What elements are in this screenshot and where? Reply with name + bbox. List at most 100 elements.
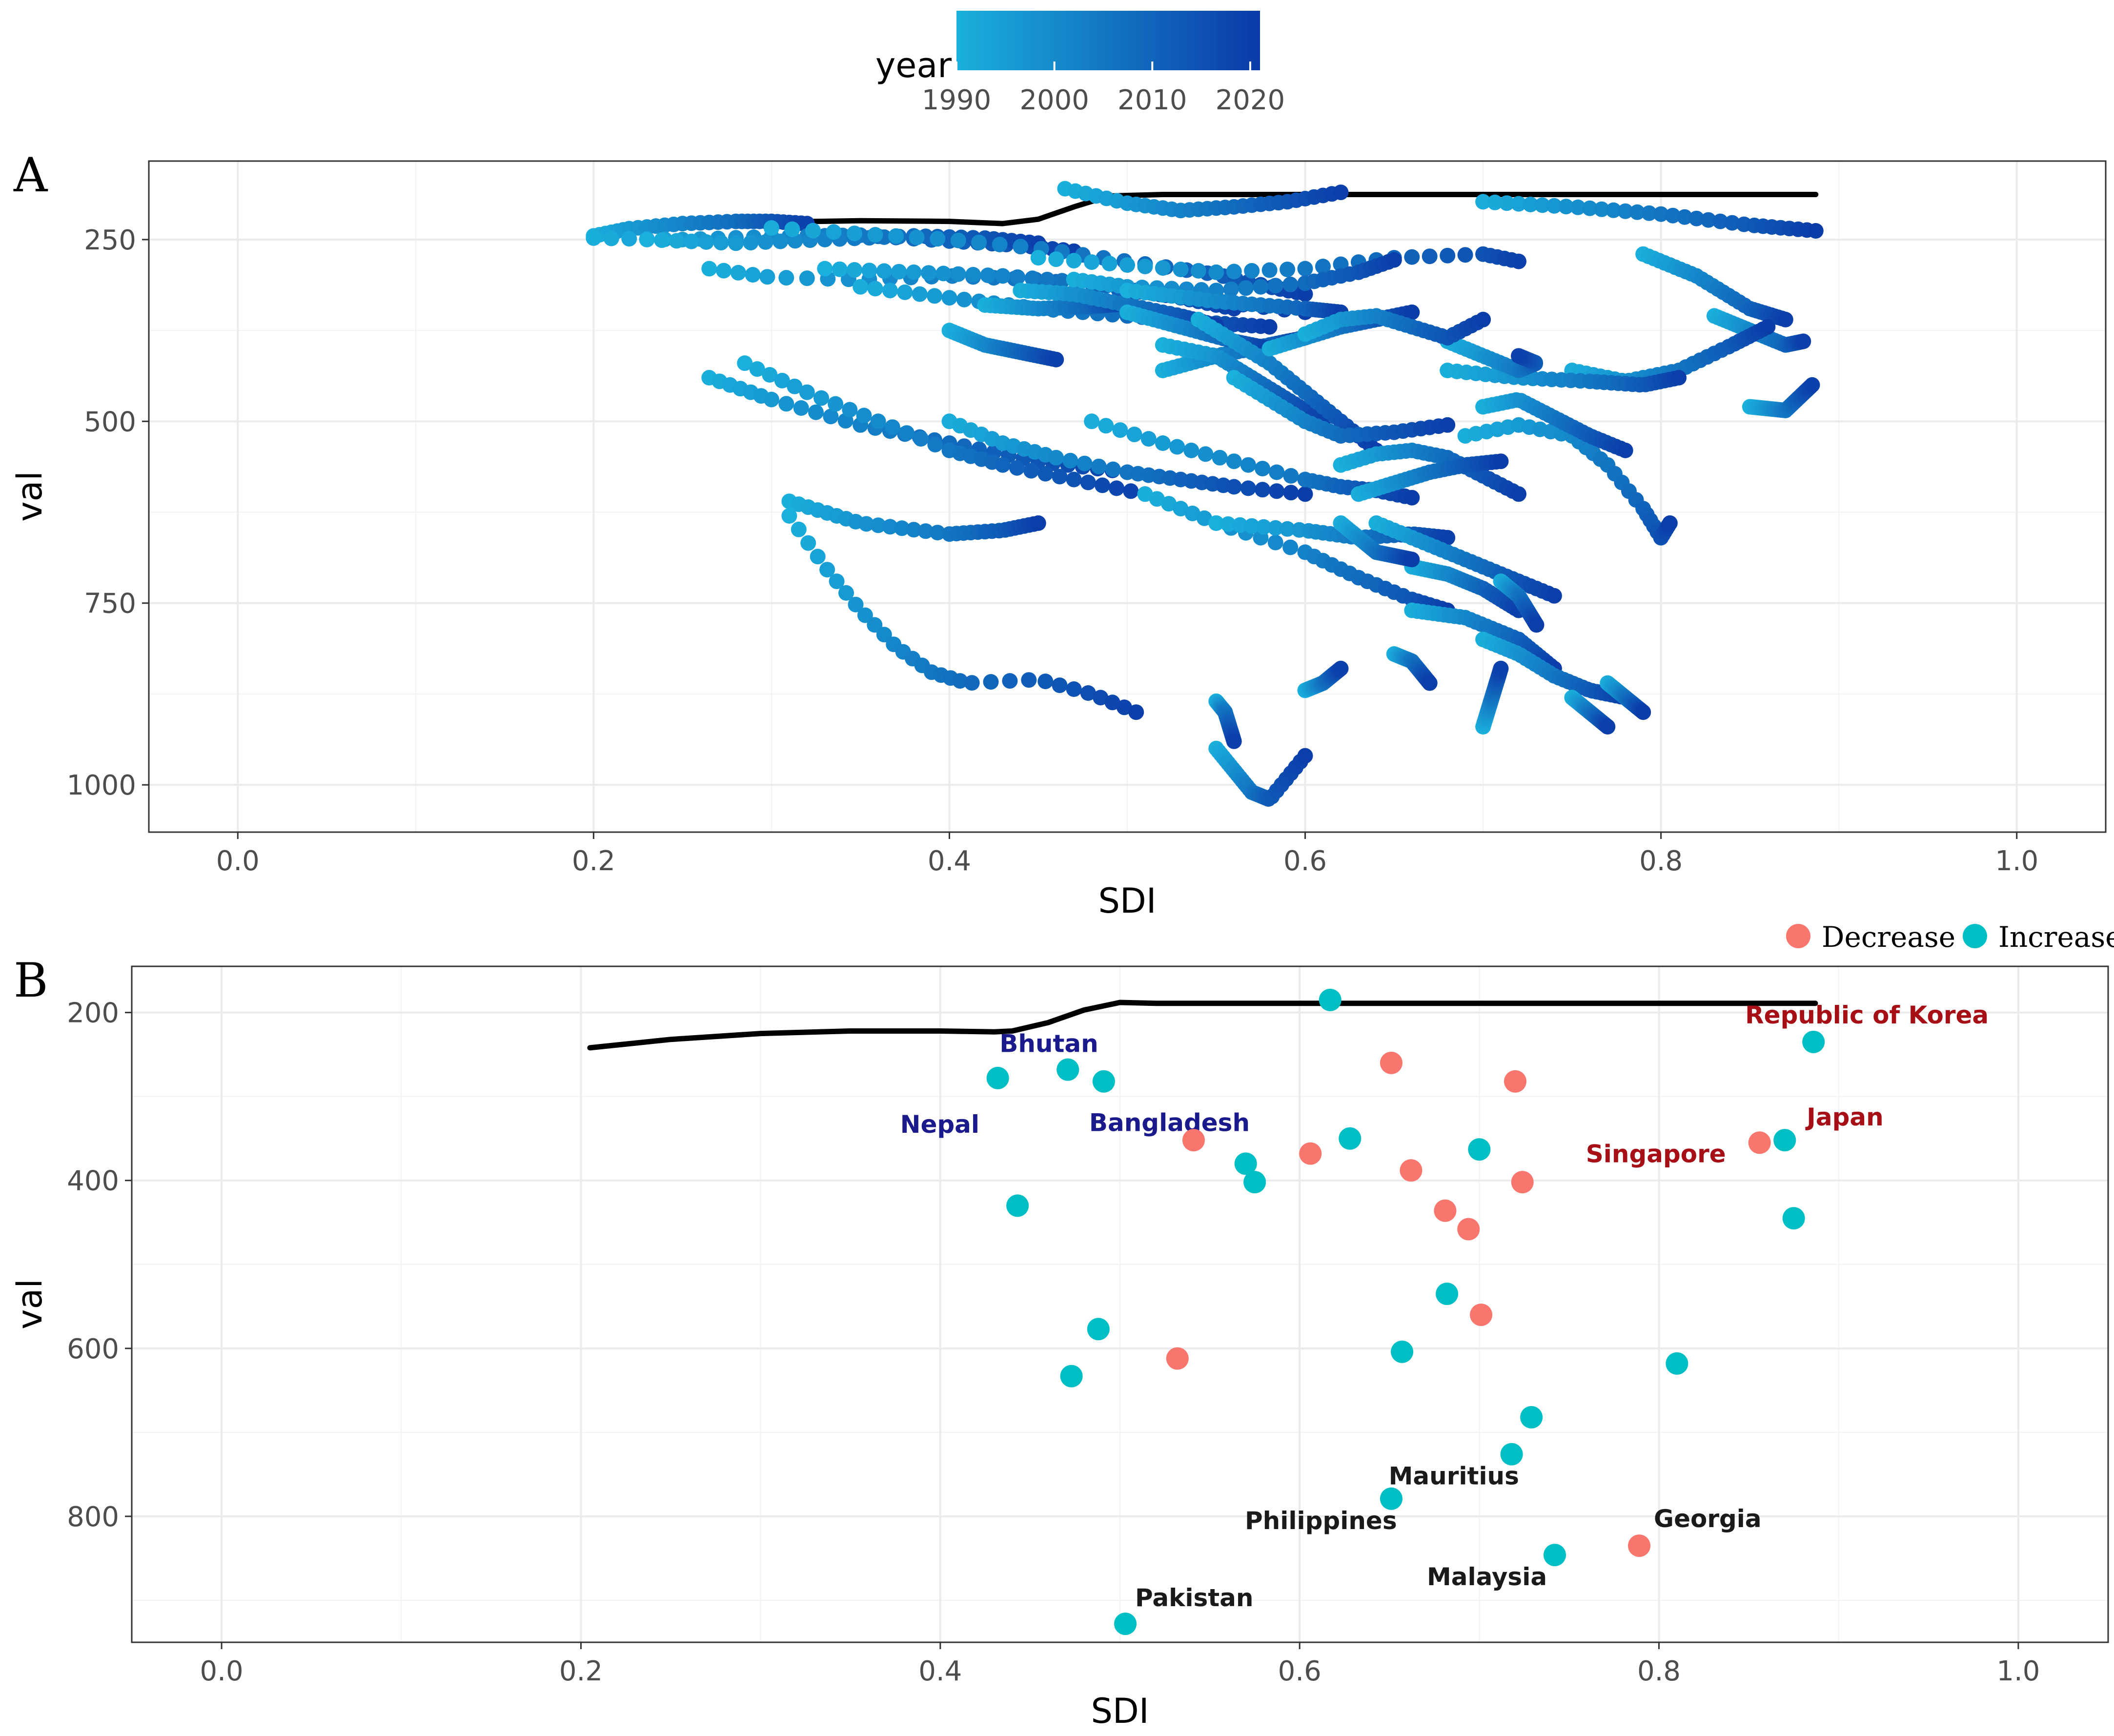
year-point	[1155, 260, 1171, 276]
year-point	[1635, 704, 1651, 720]
trajectory	[1057, 181, 1349, 219]
year-point	[1511, 486, 1526, 502]
trajectory	[1119, 283, 1349, 320]
x-tick-label: 1.0	[1995, 845, 2038, 877]
year-point	[856, 408, 872, 424]
year-point	[1677, 209, 1693, 225]
x-tick-label: 0.8	[1639, 845, 1683, 877]
country-point	[1802, 1030, 1825, 1053]
country-point	[1319, 988, 1342, 1011]
year-point	[917, 523, 934, 539]
country-label: Bangladesh	[1089, 1109, 1250, 1137]
country-point	[1087, 1318, 1110, 1341]
year-point	[1606, 202, 1622, 218]
year-point	[1128, 704, 1144, 720]
legend-label-increase: Increase	[1998, 920, 2114, 954]
year-tick-label: 2010	[1118, 84, 1187, 116]
panel-b-x-title: SDI	[1091, 1691, 1149, 1731]
year-point	[1528, 617, 1545, 633]
year-point	[1184, 506, 1200, 521]
year-point	[1066, 471, 1082, 488]
year-point	[1149, 491, 1165, 507]
year-point	[808, 404, 824, 420]
year-point	[1283, 485, 1299, 501]
panel-b-border	[131, 965, 2109, 1643]
year-point	[847, 225, 862, 242]
year-point	[1255, 461, 1271, 477]
year-point	[1724, 215, 1740, 231]
year-point	[888, 228, 904, 244]
year-point	[956, 291, 972, 307]
year-point	[1123, 483, 1139, 499]
trajectory	[1208, 693, 1242, 749]
country-point	[1470, 1304, 1493, 1327]
country-point	[1006, 1194, 1029, 1217]
year-point	[1333, 660, 1349, 676]
year-point	[1457, 247, 1473, 263]
year-point	[1244, 263, 1260, 279]
country-label: Malaysia	[1427, 1563, 1547, 1591]
year-point	[1280, 262, 1296, 277]
year-point	[1066, 253, 1082, 269]
country-point	[1243, 1171, 1266, 1194]
year-point	[1039, 271, 1055, 287]
x-tick-label: 0.6	[1283, 845, 1327, 877]
year-point	[1208, 515, 1224, 531]
year-point	[1155, 435, 1171, 451]
trajectory	[781, 508, 1144, 720]
year-point	[1267, 520, 1283, 536]
trajectory	[1475, 194, 1824, 239]
year-point	[730, 265, 746, 281]
year-point	[1261, 319, 1278, 335]
year-tick-label: 2000	[1019, 84, 1089, 116]
year-point	[1523, 197, 1539, 212]
year-point	[1238, 280, 1254, 296]
year-point	[1404, 304, 1420, 320]
trajectory	[1564, 690, 1616, 735]
country-label: Republic of Korea	[1745, 1001, 1989, 1029]
panel-b-legend: Decrease Increase	[1786, 920, 2114, 954]
country-label: Japan	[1805, 1103, 1883, 1131]
trajectory	[1493, 573, 1545, 633]
year-point	[1600, 719, 1616, 735]
year-point	[774, 372, 790, 388]
year-point	[1109, 480, 1125, 496]
legend-key-decrease	[1786, 924, 1810, 948]
country-point	[986, 1066, 1009, 1089]
year-point	[1255, 482, 1271, 498]
year-point	[728, 235, 744, 251]
trajectory	[1475, 660, 1509, 735]
year-point	[1173, 262, 1189, 277]
country-point	[1391, 1340, 1414, 1363]
year-point	[819, 562, 835, 578]
panel-a: A 0.0 0.2 0.4 0.6 0.8 1.0 250 500 750 1000 SDI va…	[10, 148, 2107, 921]
trajectory	[1297, 660, 1349, 698]
year-point	[1084, 254, 1100, 270]
year-point	[1169, 439, 1185, 455]
trajectory	[941, 323, 1064, 368]
country-point	[1234, 1152, 1257, 1175]
year-point	[1283, 468, 1299, 484]
year-point	[1493, 660, 1509, 676]
year-point	[639, 231, 655, 247]
year-point	[1161, 496, 1177, 512]
country-point	[1182, 1129, 1205, 1152]
year-point	[826, 224, 842, 240]
year-point	[935, 266, 952, 282]
year-point	[787, 378, 803, 394]
year-point	[1440, 530, 1456, 546]
year-point	[1226, 264, 1242, 280]
year-point	[793, 400, 809, 416]
year-point	[980, 267, 996, 284]
year-point	[891, 264, 907, 280]
year-point	[1226, 733, 1242, 749]
country-point	[1457, 1218, 1480, 1241]
year-point	[992, 237, 1008, 252]
x-tick-label: 0.0	[216, 845, 260, 877]
year-legend-title: year	[875, 45, 952, 85]
year-point	[1267, 278, 1283, 294]
country-point	[1511, 1171, 1534, 1194]
year-point	[1282, 276, 1299, 292]
panel-a-x-title: SDI	[1098, 881, 1157, 921]
